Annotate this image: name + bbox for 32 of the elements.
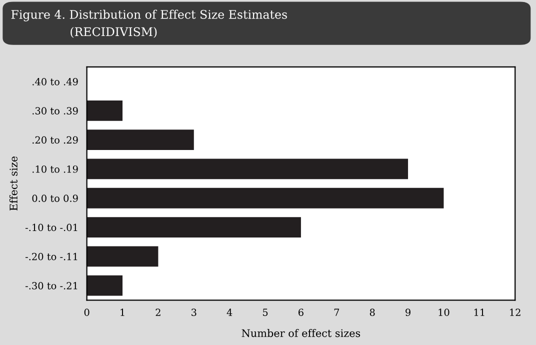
y-axis-title: Effect size — [9, 156, 18, 211]
bar — [86, 246, 158, 267]
x-tick-label: 5 — [263, 308, 268, 316]
x-tick-label: 10 — [438, 308, 450, 316]
y-tick-label: -.20 to -.11 — [25, 252, 78, 260]
x-tick-label: 4 — [226, 308, 232, 316]
x-tick-label: 12 — [510, 308, 520, 316]
bar — [86, 158, 408, 180]
y-tick-label: .20 to .29 — [32, 136, 78, 144]
chart-subtitle: (RECIDIVISM) — [70, 27, 157, 38]
x-axis-title: Number of effect sizes — [242, 329, 360, 338]
bar — [86, 275, 123, 296]
x-tick-label: 0 — [84, 308, 90, 316]
bar — [86, 188, 444, 208]
chart-title: Figure 4. Distribution of Effect Size Estimates — [11, 10, 287, 22]
y-tick-label: -.10 to -.01 — [25, 224, 78, 232]
bar — [86, 217, 301, 238]
x-tick-label: 9 — [406, 308, 410, 316]
x-tick-label: 11 — [474, 308, 484, 316]
x-tick-label: 8 — [370, 308, 375, 316]
y-tick-label: .30 to .39 — [32, 107, 78, 114]
x-tick-label: 6 — [298, 308, 304, 316]
x-tick-label: 2 — [156, 308, 160, 316]
bar — [86, 100, 123, 121]
y-tick-label: 0.0 to 0.9 — [32, 194, 78, 202]
x-tick-label: 3 — [192, 308, 196, 316]
y-tick-label: .40 to .49 — [32, 78, 78, 86]
y-tick-label: -.30 to -.21 — [25, 282, 78, 290]
bar — [86, 130, 194, 150]
x-tick-label: 1 — [120, 308, 124, 316]
x-tick-label: 7 — [334, 308, 340, 316]
y-tick-label: .10 to .19 — [32, 165, 78, 173]
